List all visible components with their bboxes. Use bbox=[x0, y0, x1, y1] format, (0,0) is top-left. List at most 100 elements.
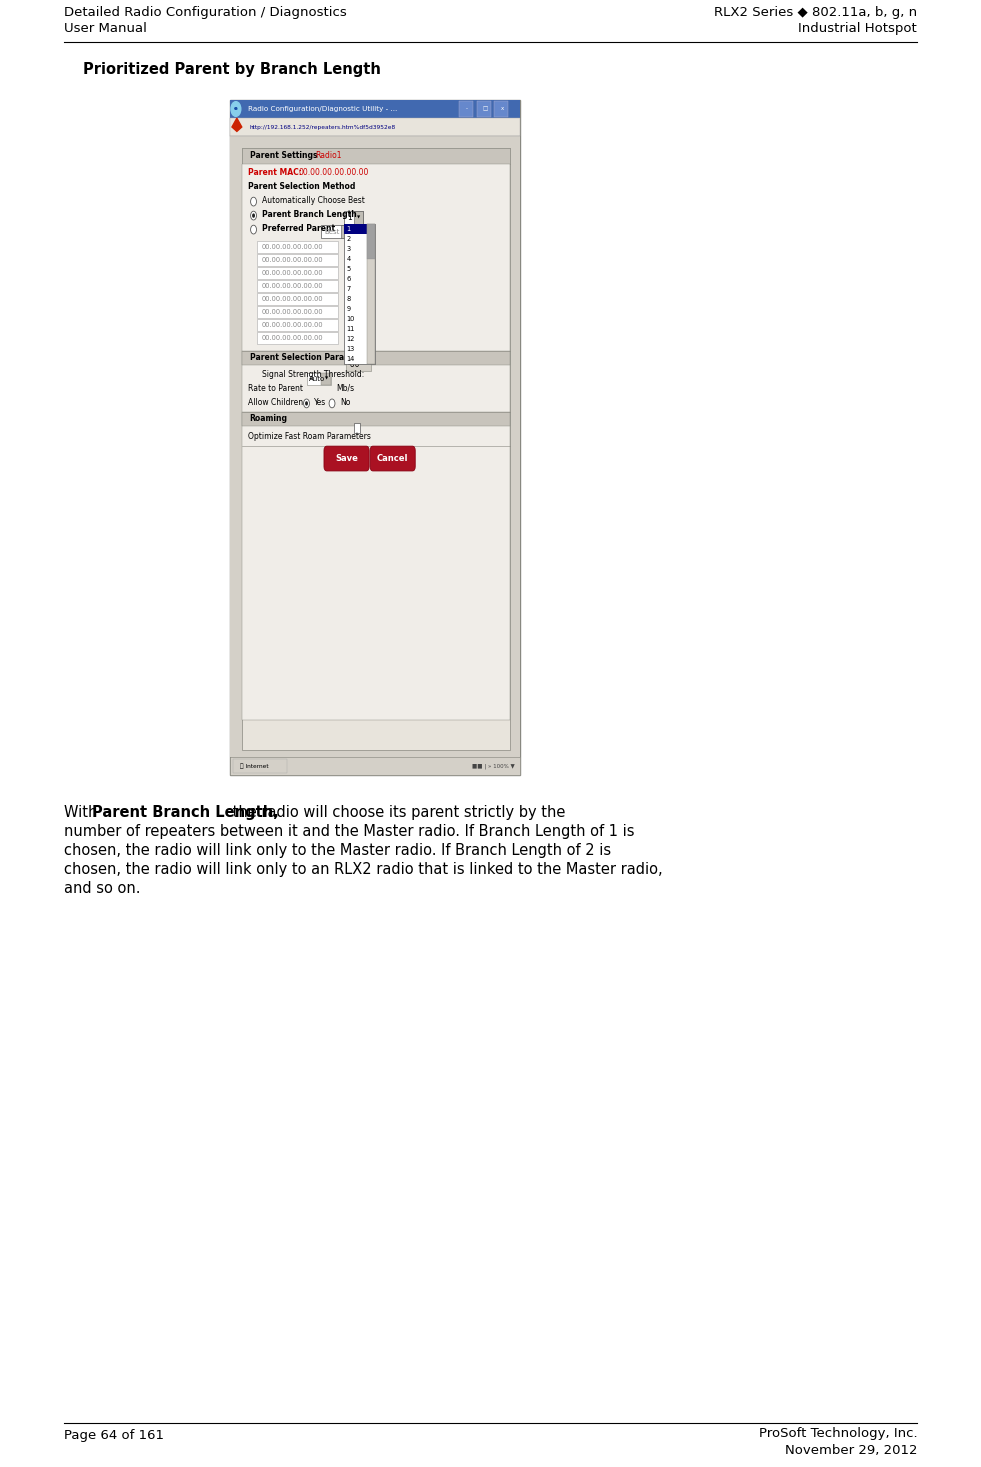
Text: ■■ | » 100% ▼: ■■ | » 100% ▼ bbox=[472, 763, 515, 769]
Text: 00.00.00.00.00.00: 00.00.00.00.00.00 bbox=[261, 244, 323, 249]
Bar bbox=[230, 100, 520, 775]
Bar bbox=[257, 332, 337, 343]
Bar bbox=[321, 373, 331, 384]
Text: 00.00.00.00.00.00: 00.00.00.00.00.00 bbox=[261, 334, 323, 340]
Text: the radio will choose its parent strictly by the: the radio will choose its parent strictl… bbox=[228, 805, 565, 820]
Circle shape bbox=[250, 226, 256, 235]
Text: number of repeaters between it and the Master radio. If Branch Length of 1 is: number of repeaters between it and the M… bbox=[64, 824, 635, 839]
Bar bbox=[257, 241, 337, 252]
Text: 00.00.00.00.00.00: 00.00.00.00.00.00 bbox=[298, 167, 369, 176]
Bar bbox=[257, 292, 337, 305]
Bar bbox=[343, 224, 367, 235]
Text: 6: 6 bbox=[346, 276, 351, 282]
Bar bbox=[257, 254, 337, 266]
Bar bbox=[355, 226, 373, 238]
Text: ▼: ▼ bbox=[344, 230, 347, 233]
Text: Best: Best bbox=[324, 229, 339, 235]
Text: e: e bbox=[234, 107, 237, 111]
Bar bbox=[345, 358, 371, 371]
Text: Radio1: Radio1 bbox=[315, 151, 341, 160]
Circle shape bbox=[250, 197, 256, 205]
Text: RLX2 Series ◆ 802.11a, b, g, n: RLX2 Series ◆ 802.11a, b, g, n bbox=[714, 6, 917, 19]
Text: Preferred Parent: Preferred Parent bbox=[262, 224, 336, 233]
Text: Parent Branch Length,: Parent Branch Length, bbox=[92, 805, 279, 820]
Bar bbox=[353, 422, 360, 433]
Bar bbox=[321, 226, 350, 238]
Text: and so on.: and so on. bbox=[64, 882, 140, 896]
Bar bbox=[257, 305, 337, 317]
Text: Parent Settings: Parent Settings bbox=[249, 151, 317, 160]
Text: □: □ bbox=[482, 107, 488, 111]
Bar bbox=[230, 100, 520, 117]
Bar bbox=[343, 211, 363, 224]
Bar bbox=[241, 164, 510, 720]
Text: Industrial Hotspot: Industrial Hotspot bbox=[799, 22, 917, 35]
Circle shape bbox=[231, 101, 240, 116]
Bar bbox=[241, 148, 510, 164]
Text: Parent Selection Parameters: Parent Selection Parameters bbox=[249, 354, 374, 362]
Circle shape bbox=[303, 399, 309, 408]
Text: With: With bbox=[64, 805, 102, 820]
Bar bbox=[367, 224, 375, 260]
Text: 00.00.00.00.00.00: 00.00.00.00.00.00 bbox=[261, 283, 323, 289]
Text: Yes: Yes bbox=[314, 398, 327, 406]
Bar bbox=[230, 117, 520, 136]
Text: 1: 1 bbox=[346, 213, 351, 222]
Text: Detailed Radio Configuration / Diagnostics: Detailed Radio Configuration / Diagnosti… bbox=[64, 6, 346, 19]
Bar bbox=[306, 373, 331, 384]
Text: No: No bbox=[339, 398, 350, 406]
Text: 11: 11 bbox=[346, 326, 355, 332]
Text: -: - bbox=[466, 107, 468, 111]
Bar bbox=[230, 757, 520, 775]
Bar bbox=[477, 101, 490, 117]
Text: 00.00.00.00.00.00: 00.00.00.00.00.00 bbox=[261, 321, 323, 327]
Text: 🌐 Internet: 🌐 Internet bbox=[239, 763, 269, 769]
Circle shape bbox=[305, 400, 308, 405]
Text: 5: 5 bbox=[346, 266, 351, 273]
Bar bbox=[367, 224, 375, 364]
Text: 00.00.00.00.00.00: 00.00.00.00.00.00 bbox=[261, 270, 323, 276]
Text: Auto: Auto bbox=[308, 376, 325, 381]
Text: Allow Children: Allow Children bbox=[247, 398, 303, 406]
FancyBboxPatch shape bbox=[370, 446, 415, 471]
Bar bbox=[340, 226, 350, 238]
Text: ▼: ▼ bbox=[357, 216, 360, 220]
Text: Automatically Choose Best: Automatically Choose Best bbox=[262, 195, 365, 205]
Text: 1: 1 bbox=[346, 226, 351, 232]
Bar bbox=[230, 136, 520, 757]
Bar bbox=[257, 267, 337, 279]
Text: 00.00.00.00.00.00: 00.00.00.00.00.00 bbox=[261, 257, 323, 263]
Text: Parent MAC:: Parent MAC: bbox=[247, 167, 301, 176]
Text: 00.00.00.00.00.00: 00.00.00.00.00.00 bbox=[261, 308, 323, 314]
Text: Rate to Parent: Rate to Parent bbox=[247, 383, 303, 393]
Bar bbox=[459, 101, 473, 117]
Text: Radio Configuration/Diagnostic Utility - ...: Radio Configuration/Diagnostic Utility -… bbox=[247, 106, 397, 111]
FancyBboxPatch shape bbox=[324, 446, 369, 471]
Text: Signal Strength Threshold:: Signal Strength Threshold: bbox=[262, 370, 365, 378]
Bar bbox=[241, 412, 510, 425]
Bar bbox=[257, 318, 337, 330]
Text: Roaming: Roaming bbox=[249, 414, 287, 422]
Text: Page 64 of 161: Page 64 of 161 bbox=[64, 1429, 164, 1442]
Text: http://192.168.1.252/repeaters.htm%df5d3952e8: http://192.168.1.252/repeaters.htm%df5d3… bbox=[249, 125, 396, 129]
Text: x: x bbox=[500, 107, 504, 111]
Text: 2: 2 bbox=[346, 236, 351, 242]
Text: Save: Save bbox=[336, 453, 358, 464]
Text: 12: 12 bbox=[346, 336, 355, 342]
Circle shape bbox=[252, 213, 255, 217]
Text: ▼: ▼ bbox=[325, 377, 328, 380]
Text: Cancel: Cancel bbox=[377, 453, 408, 464]
Text: 00.00.00.00.00.00: 00.00.00.00.00.00 bbox=[261, 295, 323, 302]
Bar bbox=[241, 148, 510, 750]
Text: 9: 9 bbox=[346, 307, 351, 312]
Text: Mb/s: Mb/s bbox=[336, 383, 354, 393]
Text: 4: 4 bbox=[346, 257, 351, 263]
Text: November 29, 2012: November 29, 2012 bbox=[785, 1444, 917, 1457]
Bar bbox=[494, 101, 508, 117]
Bar bbox=[353, 211, 363, 224]
Text: ▼: ▼ bbox=[363, 230, 366, 233]
Text: Parent Branch Length: Parent Branch Length bbox=[262, 210, 357, 219]
Text: Prioritized Parent by Branch Length: Prioritized Parent by Branch Length bbox=[83, 62, 382, 76]
Circle shape bbox=[329, 399, 335, 408]
Text: 8: 8 bbox=[346, 296, 351, 302]
